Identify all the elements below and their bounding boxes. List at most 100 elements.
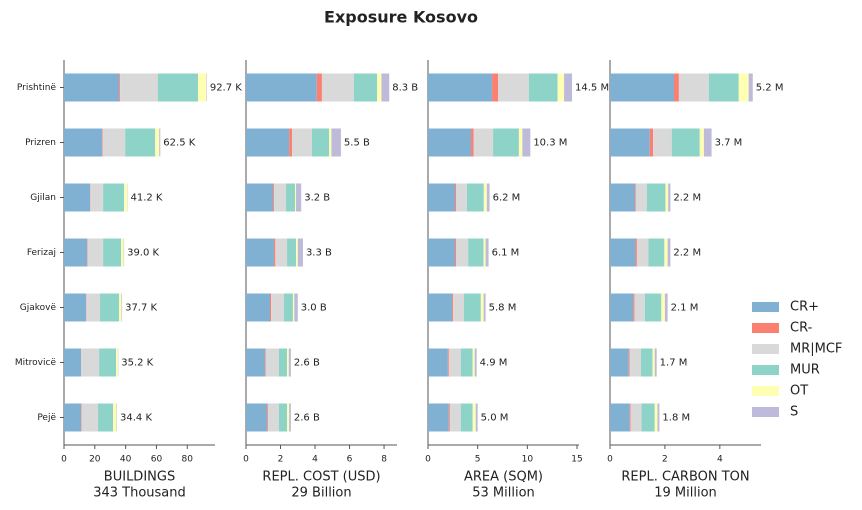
bar-segment [321, 73, 354, 102]
bar-segment [295, 183, 297, 212]
bar-segment [121, 238, 124, 267]
legend-label: S [790, 405, 798, 420]
x-tick-label: 60 [151, 455, 163, 465]
bar-segment [635, 238, 637, 267]
bar-segment [294, 293, 298, 322]
x-tick-label: 4 [312, 455, 318, 465]
legend-swatch [752, 344, 779, 354]
total-label: 3.3 B [306, 248, 332, 259]
total-label: 4.9 M [480, 358, 508, 369]
total-label: 39.0 K [127, 248, 159, 259]
y-tick-label: Gjilan [30, 193, 56, 203]
bar-segment [287, 403, 290, 432]
x-tick-label: 6 [347, 455, 353, 465]
bar-segment [661, 293, 665, 322]
bar-segment [297, 238, 303, 267]
bar-segment [292, 293, 295, 322]
bar-segment [636, 238, 649, 267]
bar-segment [518, 128, 523, 157]
bar-segment [483, 183, 487, 212]
bar-segment [463, 293, 481, 322]
bar-segment [296, 238, 298, 267]
x-tick-label: 0 [61, 455, 67, 465]
bar-segment [157, 73, 199, 102]
bar-segment [381, 73, 390, 102]
bar-segment [664, 293, 668, 322]
total-label: 14.5 M [575, 83, 609, 94]
bar-segment [267, 403, 268, 432]
bar-segment [486, 183, 490, 212]
x-axis-label: 29 Billion [291, 486, 351, 501]
bar-segment [331, 128, 341, 157]
bar-segment [665, 183, 669, 212]
bar-segment [124, 183, 128, 212]
bar-segment [452, 293, 454, 322]
bar-segment [283, 293, 293, 322]
bar-segment [668, 183, 671, 212]
bar-segment [654, 348, 657, 377]
bar-segment [316, 73, 322, 102]
bar-segment [273, 238, 276, 267]
bar-segment [485, 238, 489, 267]
y-tick-label: Gjakovë [20, 303, 57, 313]
bar-segment [653, 128, 672, 157]
total-label: 6.1 M [492, 248, 520, 259]
legend-label: CR+ [790, 300, 819, 315]
bar-segment [483, 238, 486, 267]
y-tick-label: Pejë [37, 413, 56, 423]
bar-segment [271, 293, 284, 322]
bar-segment [113, 403, 117, 432]
bar-segment [455, 238, 457, 267]
bar-segment [246, 183, 274, 212]
legend-swatch [752, 302, 779, 312]
total-label: 5.8 M [489, 303, 517, 314]
legend-swatch [752, 365, 779, 375]
bar-segment [646, 183, 666, 212]
bar-segment [159, 128, 161, 157]
x-tick-label: 0 [607, 455, 613, 465]
bar-segment [428, 73, 493, 102]
bar-segment [428, 403, 449, 432]
total-label: 5.2 M [756, 83, 784, 94]
y-tick-label: Prizren [25, 138, 56, 148]
bar-segment [292, 128, 312, 157]
bar-segment [246, 293, 270, 322]
bar-segment [119, 73, 121, 102]
x-axis-label: 53 Million [472, 486, 535, 501]
bar-segment [466, 183, 484, 212]
total-label: 5.0 M [481, 413, 509, 424]
bar-segment [99, 348, 117, 377]
bar-segment [522, 128, 531, 157]
x-tick-label: 80 [182, 455, 194, 465]
bar-segment [629, 348, 642, 377]
bar-segment [610, 348, 629, 377]
bar-segment [641, 348, 653, 377]
x-tick-label: 8 [381, 455, 387, 465]
bar-segment [610, 183, 635, 212]
bar-segment [81, 403, 99, 432]
bar-segment [155, 128, 160, 157]
bar-segment [664, 238, 668, 267]
bar-segment [64, 293, 87, 322]
bar-segment [198, 73, 207, 102]
bar-segment [288, 348, 291, 377]
bar-segment [103, 183, 125, 212]
bar-segment [428, 128, 472, 157]
legend-label: MR|MCF [790, 342, 842, 357]
bar-segment [289, 128, 293, 157]
total-label: 34.4 K [120, 413, 152, 424]
x-tick-label: 2 [278, 455, 284, 465]
x-axis-label: REPL. COST (USD) [262, 470, 380, 485]
bar-segment [278, 403, 288, 432]
bar-segment [472, 348, 475, 377]
bar-segment [353, 73, 378, 102]
bar-segment [652, 348, 655, 377]
bar-segment [483, 293, 486, 322]
bar-segment [610, 293, 634, 322]
bar-segment [64, 73, 120, 102]
bar-segment [493, 128, 519, 157]
total-label: 2.6 B [294, 358, 320, 369]
bar-segment [81, 403, 82, 432]
bar-segment [671, 128, 700, 157]
